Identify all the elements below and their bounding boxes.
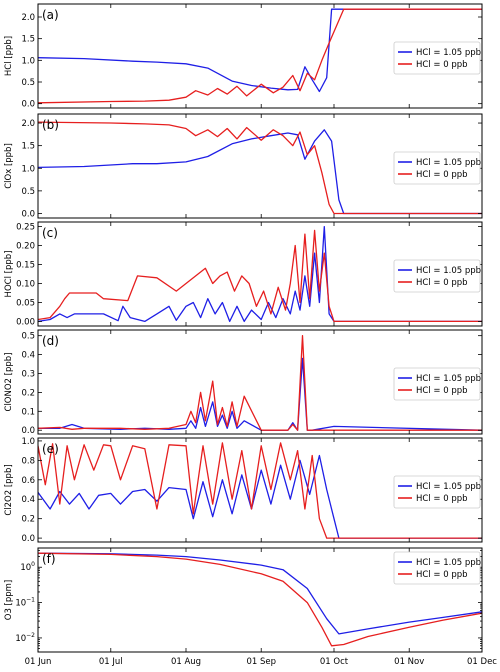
series-line-hcl-0 (38, 335, 482, 431)
y-axis-label: HCl [ppb] (4, 36, 14, 76)
axes-frame (37, 547, 483, 653)
series-line-hcl-1-05 (38, 225, 482, 323)
legend (393, 259, 481, 293)
y-axis-label: Cl2O2 [ppb] (4, 464, 14, 515)
y-tick-label: 1.0 (21, 56, 35, 66)
panel-label: (f) (42, 552, 56, 566)
axes-frame (37, 329, 483, 435)
y-tick-label: 1.0 (21, 164, 35, 174)
legend-entry: HCl = 0 ppb (416, 278, 468, 288)
y-tick-label: 0.00 (16, 317, 35, 327)
panel-label: (b) (42, 118, 59, 132)
series-line-hcl-1-05 (38, 129, 482, 215)
axes-frame (37, 113, 483, 219)
legend-entry: HCl = 1.05 ppb (416, 48, 481, 58)
panel-e: 0.0 0.2 0.4 0.6 0.8 1.0 Cl2O2 [ppb] (e) HCl = 1.… (4, 437, 483, 544)
legend-entry: HCl = 1.05 ppb (416, 558, 481, 568)
y-tick-label: 0.0 (21, 534, 35, 544)
legend (393, 41, 481, 75)
y-axis-label: HOCl [ppb] (4, 251, 14, 298)
y-axis-label: O3 [ppm] (4, 580, 14, 621)
panel-f: 01 Jun 01 Jul 01 Aug 01 Sep 01 Oct 01 Nov 01 D… (4, 547, 497, 667)
y-tick-label: 0.0 (21, 209, 35, 219)
y-tick-label: 0.4 (21, 351, 35, 361)
x-tick-label: 01 Jul (99, 657, 123, 667)
y-tick-label: 2.0 (21, 13, 35, 23)
x-tick-label: 01 Sep (246, 657, 276, 667)
series-line-hcl-0 (38, 229, 482, 323)
axes-frame (37, 221, 483, 327)
y-tick-label: 0.05 (16, 298, 35, 308)
x-tick-label: 01 Dec (467, 657, 497, 667)
legend (393, 367, 481, 401)
legend-entry: HCl = 1.05 ppb (416, 158, 481, 168)
y-tick-label: 0.2 (21, 388, 35, 398)
y-tick-label: 100 (20, 561, 35, 573)
panel-label: (e) (42, 442, 59, 456)
x-tick-label: 01 Oct (320, 657, 349, 667)
x-tick-label: 01 Jun (25, 657, 52, 667)
legend-entry: HCl = 1.05 ppb (416, 374, 481, 384)
y-tick-label: 1.0 (21, 437, 35, 447)
y-tick-label: 0.8 (21, 456, 35, 466)
legend (393, 551, 481, 585)
x-tick-label: 01 Aug (171, 657, 201, 667)
panel-label: (d) (42, 334, 59, 348)
y-tick-label: 0.5 (21, 78, 35, 88)
y-tick-label: 0.4 (21, 495, 35, 505)
panel-label: (a) (42, 8, 59, 22)
panel-d: 0.0 0.1 0.2 0.3 0.4 0.5 ClONO2 [ppb] (d) HCl = 1… (4, 329, 483, 436)
legend-entry: HCl = 0 ppb (416, 386, 468, 396)
y-tick-label: 0.20 (16, 242, 35, 252)
y-tick-label: 0.0 (21, 100, 35, 110)
legend (393, 151, 481, 185)
y-axis-label: ClOx [ppb] (4, 143, 14, 189)
legend-entry: HCl = 0 ppb (416, 170, 468, 180)
y-tick-label: 0.0 (21, 426, 35, 436)
legend (393, 475, 481, 509)
series-line-hcl-0 (38, 552, 482, 647)
legend-entry: HCl = 1.05 ppb (416, 266, 481, 276)
x-tick-label: 01 Nov (394, 657, 424, 667)
y-tick-label: 0.1 (21, 407, 35, 417)
panel-a: 0.0 0.5 1.0 1.5 2.0 HCl [ppb] (a) HCl = 1.05 pp… (4, 3, 483, 110)
y-tick-label: 0.15 (16, 261, 35, 271)
legend-entry: HCl = 0 ppb (416, 60, 468, 70)
series-line-hcl-0 (38, 8, 482, 104)
y-tick-label: 0.3 (21, 369, 35, 379)
y-tick-label: 10−2 (15, 632, 35, 644)
y-tick-label: 0.10 (16, 279, 35, 289)
series-line-hcl-1-05 (38, 552, 482, 635)
axes-frame (37, 3, 483, 109)
series-line-hcl-0 (38, 121, 482, 215)
y-tick-label: 0.2 (21, 515, 35, 525)
panel-c: 0.00 0.05 0.10 0.15 0.20 0.25 HOCl [ppb] (c) HCl… (4, 221, 483, 327)
y-tick-label: 0.5 (21, 187, 35, 197)
panel-b: 0.0 0.5 1.0 1.5 2.0 ClOx [ppb] (b) HCl = 1.05 p… (4, 113, 483, 219)
y-tick-label: 1.5 (21, 35, 35, 45)
series-line-hcl-0 (38, 442, 482, 539)
y-tick-label: 1.5 (21, 142, 35, 152)
y-tick-label: 0.25 (16, 223, 35, 233)
legend-entry: HCl = 0 ppb (416, 494, 468, 504)
y-tick-label: 0.6 (21, 476, 35, 486)
legend-entry: HCl = 1.05 ppb (416, 482, 481, 492)
y-tick-label: 0.5 (21, 332, 35, 342)
y-axis-label: ClONO2 [ppb] (4, 353, 14, 412)
panel-label: (c) (42, 226, 58, 240)
y-tick-label: 2.0 (21, 119, 35, 129)
axes-frame (37, 437, 483, 543)
legend-entry: HCl = 0 ppb (416, 570, 468, 580)
y-tick-label: 10−1 (15, 597, 35, 609)
